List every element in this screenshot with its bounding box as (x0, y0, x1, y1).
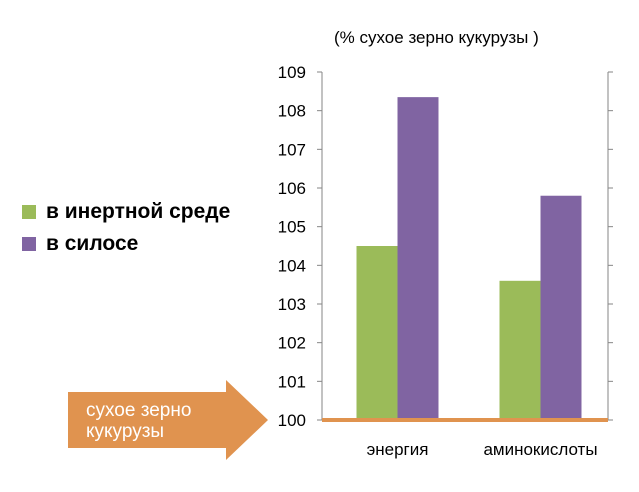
legend-item-silage: в силосе (22, 228, 230, 260)
y-tick-label: 109 (278, 63, 306, 82)
reference-arrow-label: сухое зерно кукурузы (86, 400, 192, 442)
bar-silage-0 (397, 97, 439, 420)
bar-inert-0 (356, 246, 398, 420)
reference-arrow-shape (68, 380, 268, 460)
bar-inert-1 (499, 280, 541, 420)
y-tick-label: 100 (278, 411, 306, 430)
y-tick-label: 106 (278, 179, 306, 198)
legend-swatch-inert (22, 205, 36, 219)
y-tick-label: 103 (278, 295, 306, 314)
y-tick-label: 104 (278, 256, 306, 275)
x-category-label: аминокислоты (483, 440, 597, 459)
y-tick-label: 101 (278, 372, 306, 391)
legend-label-silage: в силосе (46, 232, 139, 255)
x-category-label: энергия (367, 440, 429, 459)
reference-arrow (68, 380, 268, 460)
legend-item-inert: в инертной среде (22, 196, 230, 228)
legend: в инертной среде в силосе (22, 196, 230, 260)
y-tick-label: 108 (278, 102, 306, 121)
legend-swatch-silage (22, 237, 36, 251)
y-tick-label: 102 (278, 334, 306, 353)
bar-silage-1 (540, 195, 582, 420)
unit-note: (% сухое зерно кукурузы ) (334, 28, 539, 47)
legend-label-inert: в инертной среде (46, 200, 231, 223)
y-tick-label: 105 (278, 218, 306, 237)
y-tick-label: 107 (278, 140, 306, 159)
